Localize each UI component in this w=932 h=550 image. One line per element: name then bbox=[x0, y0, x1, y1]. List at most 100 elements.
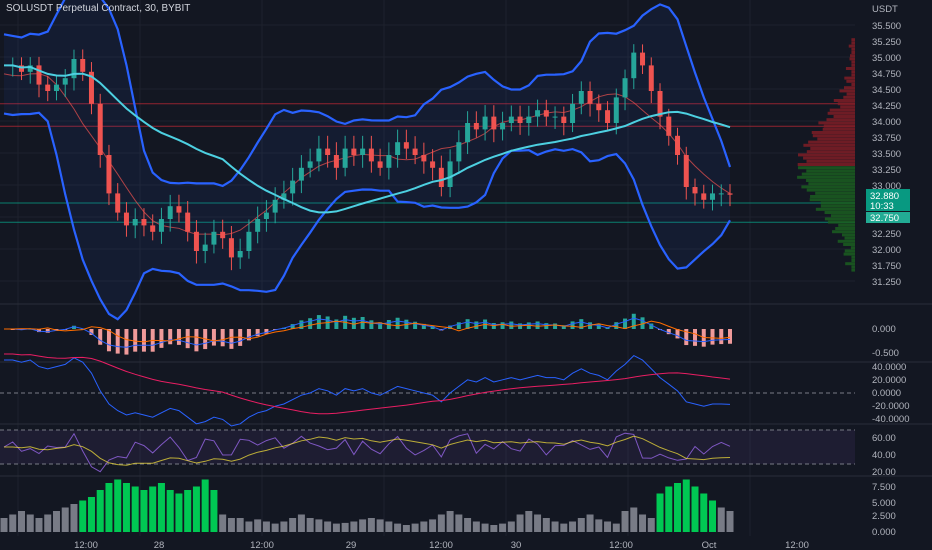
volume-bar bbox=[140, 490, 148, 532]
candle bbox=[115, 183, 121, 221]
volume-bar bbox=[105, 483, 113, 532]
bollinger-bands bbox=[3, 0, 732, 321]
candle bbox=[80, 49, 86, 81]
volume-bar bbox=[499, 523, 507, 532]
candle bbox=[193, 220, 199, 264]
candle bbox=[430, 149, 436, 181]
candle bbox=[307, 148, 313, 178]
candle bbox=[648, 57, 654, 104]
volume-bar bbox=[446, 511, 454, 532]
candle bbox=[526, 105, 532, 136]
time-label: 29 bbox=[346, 540, 357, 550]
volume-bar bbox=[394, 523, 402, 532]
svg-text:10:33: 10:33 bbox=[870, 201, 894, 212]
volume-bar bbox=[420, 521, 428, 532]
volume-bar bbox=[201, 479, 209, 532]
candle bbox=[386, 142, 392, 180]
price-tick: 34.250 bbox=[872, 101, 901, 112]
oscillator-tick: -20.0000 bbox=[872, 401, 910, 412]
volume-bar bbox=[507, 521, 515, 532]
volume-bar bbox=[595, 519, 603, 532]
volume-bar bbox=[586, 514, 594, 532]
candle bbox=[211, 219, 217, 254]
volume-bar bbox=[691, 486, 699, 532]
volume-bar bbox=[114, 479, 122, 532]
candle bbox=[578, 81, 584, 115]
oscillator-tick: 0.0000 bbox=[872, 388, 901, 399]
rsi-tick: 60.00 bbox=[872, 433, 896, 444]
volume-bar bbox=[455, 514, 463, 532]
candle bbox=[360, 135, 366, 168]
volume-bar bbox=[289, 518, 297, 532]
volume-bar bbox=[665, 486, 673, 532]
candle bbox=[368, 135, 374, 173]
time-label: 30 bbox=[511, 540, 522, 550]
candle bbox=[613, 88, 619, 135]
volume-bar bbox=[656, 493, 664, 532]
volume-bar bbox=[17, 511, 25, 532]
volume-bar bbox=[26, 514, 34, 532]
candle bbox=[316, 135, 322, 172]
volume-bar bbox=[271, 523, 279, 532]
candle bbox=[683, 146, 689, 200]
candle bbox=[482, 105, 488, 141]
candle bbox=[158, 207, 164, 244]
volume-bar bbox=[726, 511, 734, 532]
volume-bar bbox=[9, 514, 17, 532]
volume-bar bbox=[149, 486, 157, 532]
candle bbox=[412, 136, 418, 165]
volume-bar bbox=[157, 483, 165, 532]
candle bbox=[45, 75, 51, 102]
volume-bar bbox=[402, 525, 410, 532]
macd-pane bbox=[4, 313, 732, 355]
volume-bar bbox=[96, 490, 104, 532]
volume-bar bbox=[210, 490, 218, 532]
price-tick: 35.500 bbox=[872, 21, 901, 32]
volume-tick: 7.500 bbox=[872, 482, 896, 493]
candle bbox=[543, 99, 549, 126]
volume-bar bbox=[44, 514, 52, 532]
candle bbox=[237, 238, 243, 269]
volume-bar bbox=[534, 514, 542, 532]
time-label: Oct bbox=[702, 540, 717, 550]
candle bbox=[561, 106, 567, 136]
volume-bar bbox=[542, 518, 550, 532]
volume-bar bbox=[367, 518, 375, 532]
candle bbox=[333, 142, 339, 180]
macd-tick: 0.000 bbox=[872, 324, 896, 335]
candle bbox=[675, 127, 681, 165]
candle bbox=[123, 202, 129, 237]
volume-tick: 0.000 bbox=[872, 527, 896, 538]
volume-bar bbox=[341, 522, 349, 532]
rsi-tick: 20.00 bbox=[872, 467, 896, 478]
candle bbox=[377, 148, 383, 176]
volume-bar bbox=[297, 514, 305, 532]
candle bbox=[421, 142, 427, 174]
symbol-title: SOLUSDT Perpetual Contract, 30, BYBIT bbox=[6, 3, 191, 14]
volume-bar bbox=[717, 507, 725, 532]
candle bbox=[176, 194, 182, 223]
volume-bar bbox=[700, 493, 708, 532]
volume-bar bbox=[332, 523, 340, 532]
candle bbox=[220, 219, 226, 249]
price-tick: 33.000 bbox=[872, 181, 901, 192]
macd-tick: -0.500 bbox=[872, 348, 899, 359]
price-tick: 33.750 bbox=[872, 133, 901, 144]
volume-bar bbox=[350, 521, 358, 532]
volume-bar bbox=[87, 497, 95, 532]
candle bbox=[36, 56, 42, 98]
candle bbox=[403, 129, 409, 159]
volume-bar bbox=[516, 514, 524, 532]
candle bbox=[185, 200, 191, 242]
candle bbox=[150, 214, 156, 241]
candle bbox=[395, 129, 401, 168]
price-tick: 31.750 bbox=[872, 261, 901, 272]
rsi-pane bbox=[0, 429, 855, 473]
svg-text:32.880: 32.880 bbox=[870, 191, 899, 202]
volume-bar bbox=[709, 500, 717, 532]
volume-bar bbox=[254, 519, 262, 532]
volume-bar bbox=[184, 490, 192, 532]
price-tick: 33.250 bbox=[872, 165, 901, 176]
